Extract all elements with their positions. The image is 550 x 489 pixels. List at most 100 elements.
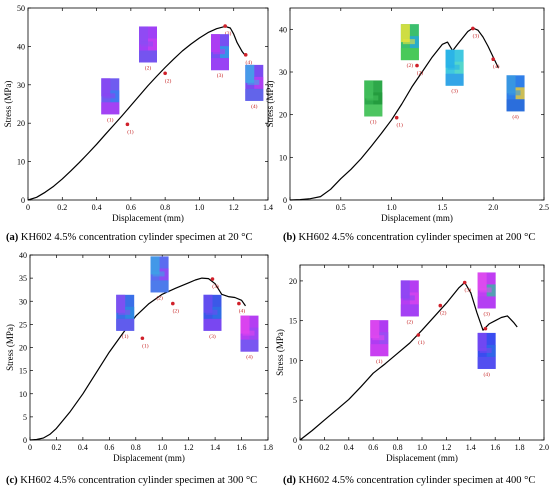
inset-patch [364, 104, 383, 117]
x-tick-label: 0.4 [78, 443, 88, 452]
inset-patch [506, 75, 516, 94]
x-tick-label: 2.0 [488, 203, 498, 212]
inset-patch [479, 347, 492, 353]
inset-patch [139, 50, 157, 63]
specimen-inset: (4) [506, 75, 525, 120]
x-tick-label: 1.8 [263, 443, 273, 452]
inset-patch [141, 41, 153, 47]
specimen-inset: (3) [445, 49, 464, 95]
x-tick-label: 0 [26, 203, 30, 212]
stage-marker-label: (1) [418, 339, 425, 346]
stage-marker-label: (1) [127, 128, 134, 135]
plot-frame [29, 254, 269, 441]
inset-patch [477, 272, 487, 291]
x-tick-label: 0.6 [104, 443, 114, 452]
chart-1: 0 0.2 0.4 0.6 0.8 1.0 1.2 1.4 0 10 20 30 40 50 Displac… [3, 4, 273, 223]
stage-marker-label: (3) [464, 287, 471, 294]
stage-marker [471, 26, 475, 31]
x-tick-label: 1.4 [210, 443, 220, 452]
x-tick-label: 0.8 [131, 443, 141, 452]
x-tick-label: 0.4 [92, 203, 102, 212]
x-tick-label: 0.8 [393, 443, 403, 452]
x-axis-label: Displacement (mm) [386, 453, 458, 463]
inset-patch [205, 309, 218, 315]
y-tick-label: 25 [19, 320, 27, 329]
inset-patch [400, 24, 410, 43]
inset-patch [247, 79, 260, 85]
specimen-inset: (4) [240, 315, 259, 361]
y-tick-label: 10 [17, 158, 25, 167]
caption-b: (b) KH602 4.5% concentration cylinder sp… [283, 232, 535, 243]
x-tick-label: 0.8 [160, 203, 170, 212]
stage-marker [416, 333, 421, 337]
inset-patch [370, 320, 380, 339]
inset-patch [118, 309, 131, 315]
chart-4: 0 0.2 0.4 0.6 0.8 1.0 1.2 1.4 1.6 1.8 2.0 0 5 10 15 20 D… [275, 264, 549, 463]
inset-patch [245, 64, 255, 83]
stress-curve [299, 281, 518, 441]
x-tick-label: 1.6 [490, 443, 500, 452]
y-tick-label: 35 [19, 274, 27, 283]
inset-patch [477, 332, 487, 351]
x-tick-label: 0.2 [51, 443, 61, 452]
inset-patch [447, 64, 460, 70]
inset-label: (1) [370, 118, 377, 125]
stage-marker [243, 53, 248, 57]
x-tick-label: 0 [28, 443, 32, 452]
y-axis-label: Stress (MPa) [275, 329, 285, 376]
caption-a: (a) KH602 4.5% concentration cylinder sp… [6, 232, 253, 243]
y-tick-label: 40 [19, 251, 27, 260]
inset-patch [103, 93, 116, 99]
inset-patch [150, 280, 169, 293]
stress-curve [289, 27, 499, 201]
inset-label: (4) [512, 113, 519, 120]
x-tick-label: 0.2 [57, 203, 67, 212]
x-tick-label: 1.8 [515, 443, 525, 452]
plot-frame [289, 7, 545, 201]
inset-label: (3) [483, 310, 490, 317]
stage-marker-label: (2) [417, 70, 424, 77]
inset-patch [116, 294, 126, 313]
stage-marker-label: (3) [225, 30, 232, 37]
inset-patch [402, 39, 415, 45]
specimen-inset: (2) [150, 256, 169, 301]
inset-label: (1) [107, 116, 114, 123]
y-tick-label: 20 [19, 344, 27, 353]
stage-marker [210, 277, 215, 281]
stage-marker [394, 115, 399, 120]
inset-patch [366, 95, 379, 101]
stage-marker-label: (3) [212, 283, 219, 290]
x-tick-label: 1.5 [437, 203, 447, 212]
stage-marker [140, 336, 145, 341]
y-tick-label: 15 [19, 367, 27, 376]
inset-label: (3) [217, 72, 224, 79]
chart-3: 0 0.2 0.4 0.6 0.8 1.0 1.2 1.4 1.6 1.8 0 5 10 15 20 25 30… [5, 251, 273, 463]
inset-patch [139, 26, 148, 45]
x-tick-label: 2.5 [539, 203, 549, 212]
stage-marker-label: (4) [246, 59, 253, 66]
inset-label: (3) [451, 88, 458, 95]
x-axis-label: Displacement (mm) [113, 453, 185, 463]
x-axis-label: Displacement (mm) [381, 213, 453, 223]
inset-patch [101, 102, 120, 115]
x-tick-label: 0.4 [344, 443, 354, 452]
x-tick-label: 2.0 [539, 443, 549, 452]
caption-d-text: KH602 4.5% concentration cylinder specim… [295, 475, 536, 486]
inset-patch [364, 80, 374, 99]
plot-frame [27, 7, 269, 201]
y-axis-label: Stress (MPa) [265, 81, 275, 128]
stress-curve [27, 25, 247, 201]
inset-patch [477, 356, 496, 369]
specimen-inset: (3) [211, 34, 229, 79]
y-tick-label: 10 [289, 356, 297, 365]
caption-a-text: KH602 4.5% concentration cylinder specim… [18, 232, 253, 243]
inset-label: (4) [483, 371, 490, 378]
x-tick-label: 0 [288, 203, 292, 212]
caption-b-letter: (b) [283, 232, 296, 243]
y-tick-label: 10 [19, 390, 27, 399]
inset-label: (1) [376, 358, 383, 365]
inset-patch [203, 294, 213, 313]
inset-patch [242, 330, 255, 336]
stage-marker [171, 301, 175, 306]
specimen-inset: (3) [477, 272, 496, 317]
